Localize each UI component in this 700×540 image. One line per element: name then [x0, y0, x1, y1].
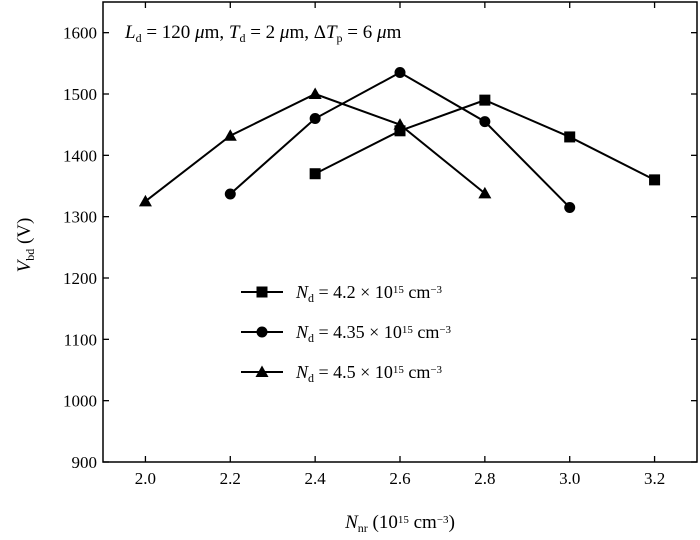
text-part: m,	[205, 22, 229, 43]
text-part: V	[14, 258, 35, 272]
text-part: cm	[409, 512, 437, 533]
text-part: d	[136, 31, 142, 45]
text-part: cm	[413, 322, 440, 342]
data-point-square	[564, 131, 576, 143]
text-part: N	[295, 282, 309, 302]
text-part: 15	[393, 284, 405, 296]
text-part: d	[308, 371, 314, 385]
text-part: 15	[402, 324, 414, 336]
text-part: (V)	[14, 218, 35, 249]
y-tick-label: 1500	[63, 85, 97, 104]
series-line-triangle	[144, 92, 486, 203]
axes-layer: 2.0 2.2 2.4 2.6 2.8 3.0 3.2 900 1000 1100 1200 1300…	[63, 1, 698, 488]
legend-item-square: Nd = 4.2 × 1015 cm−3	[241, 282, 443, 305]
chart-annotation: Ld = 120 μm, Td = 2 μm, ΔTp = 6 μm	[124, 22, 402, 45]
text-part: )	[449, 512, 455, 533]
legend-item-circle: Nd = 4.35 × 1015 cm−3	[241, 322, 452, 345]
legend-marker-circle	[256, 326, 268, 338]
text-part: T	[229, 22, 241, 43]
data-point-triangle	[223, 129, 237, 141]
text-part: 15	[393, 364, 405, 376]
data-point-square	[479, 94, 491, 106]
text-part: p	[337, 31, 343, 45]
y-tick-label: 1400	[63, 146, 97, 165]
series-square	[309, 94, 661, 186]
text-part: = 2	[245, 22, 279, 43]
text-part: μ	[376, 22, 387, 43]
text-part: μ	[194, 22, 205, 43]
legend-label: Nd = 4.5 × 1015 cm−3	[295, 362, 443, 385]
text-part: = 4.35 × 10	[314, 322, 402, 342]
x-tick-label: 2.0	[135, 469, 156, 488]
text-part: m	[387, 22, 402, 43]
y-tick-label: 1200	[63, 269, 97, 288]
text-part: L	[124, 22, 136, 43]
series-line-circle	[229, 71, 571, 209]
data-point-square	[309, 168, 321, 180]
series-circle	[224, 67, 576, 213]
x-axis-title: Nnr (1015 cm−3)	[344, 512, 455, 535]
text-part: = 6	[343, 22, 377, 43]
y-tick-label: 1000	[63, 392, 97, 411]
text-part: μ	[279, 22, 290, 43]
data-point-triangle	[478, 186, 492, 199]
text-part: N	[295, 362, 309, 382]
data-point-triangle	[393, 118, 407, 130]
text-part: (10	[368, 512, 398, 533]
text-part: d	[308, 331, 314, 345]
text-part: −3	[437, 514, 449, 526]
text-part: = 4.2 × 10	[314, 282, 393, 302]
x-tick-label: 3.2	[644, 469, 665, 488]
data-point-triangle	[308, 87, 322, 99]
text-part: cm	[404, 362, 431, 382]
y-tick-label: 1300	[63, 208, 97, 227]
data-point-circle	[224, 188, 236, 200]
legend-marker-square	[256, 286, 268, 298]
text-part: −3	[430, 364, 442, 376]
data-point-square	[394, 125, 406, 137]
data-point-triangle	[138, 194, 152, 207]
text-part: d	[239, 31, 245, 45]
series-triangle	[138, 87, 492, 207]
text-part: cm	[404, 282, 431, 302]
x-tick-label: 2.6	[389, 469, 410, 488]
x-tick-label: 3.0	[559, 469, 580, 488]
legend-label: Nd = 4.35 × 1015 cm−3	[295, 322, 452, 345]
data-point-square	[649, 174, 661, 186]
text-part: N	[344, 512, 359, 533]
x-tick-label: 2.4	[305, 469, 327, 488]
y-axis-title: Vbd (V)	[14, 218, 37, 273]
data-point-circle	[394, 67, 406, 79]
y-tick-label: 1100	[64, 330, 97, 349]
y-tick-label: 1600	[63, 24, 97, 43]
y-tick-label: 900	[72, 453, 98, 472]
data-point-circle	[564, 201, 576, 213]
text-part: m, Δ	[289, 22, 326, 43]
text-part: bd	[23, 249, 37, 261]
text-part: −3	[439, 324, 451, 336]
series-layer	[138, 67, 661, 213]
x-tick-label: 2.8	[474, 469, 495, 488]
text-part: 15	[398, 514, 410, 526]
text-part: nr	[358, 521, 368, 535]
text-part: N	[295, 322, 309, 342]
text-part: d	[308, 291, 314, 305]
text-part: = 4.5 × 10	[314, 362, 393, 382]
legend-marker-triangle	[255, 365, 269, 377]
legend-item-triangle: Nd = 4.5 × 1015 cm−3	[241, 362, 443, 385]
x-tick-label: 2.2	[220, 469, 241, 488]
data-point-circle	[309, 113, 321, 125]
text-part: −3	[430, 284, 442, 296]
legend: Nd = 4.2 × 1015 cm−3Nd = 4.35 × 1015 cm−…	[241, 282, 452, 385]
data-point-circle	[479, 116, 491, 128]
text-part: = 120	[142, 22, 195, 43]
legend-label: Nd = 4.2 × 1015 cm−3	[295, 282, 443, 305]
text-part: T	[326, 22, 338, 43]
